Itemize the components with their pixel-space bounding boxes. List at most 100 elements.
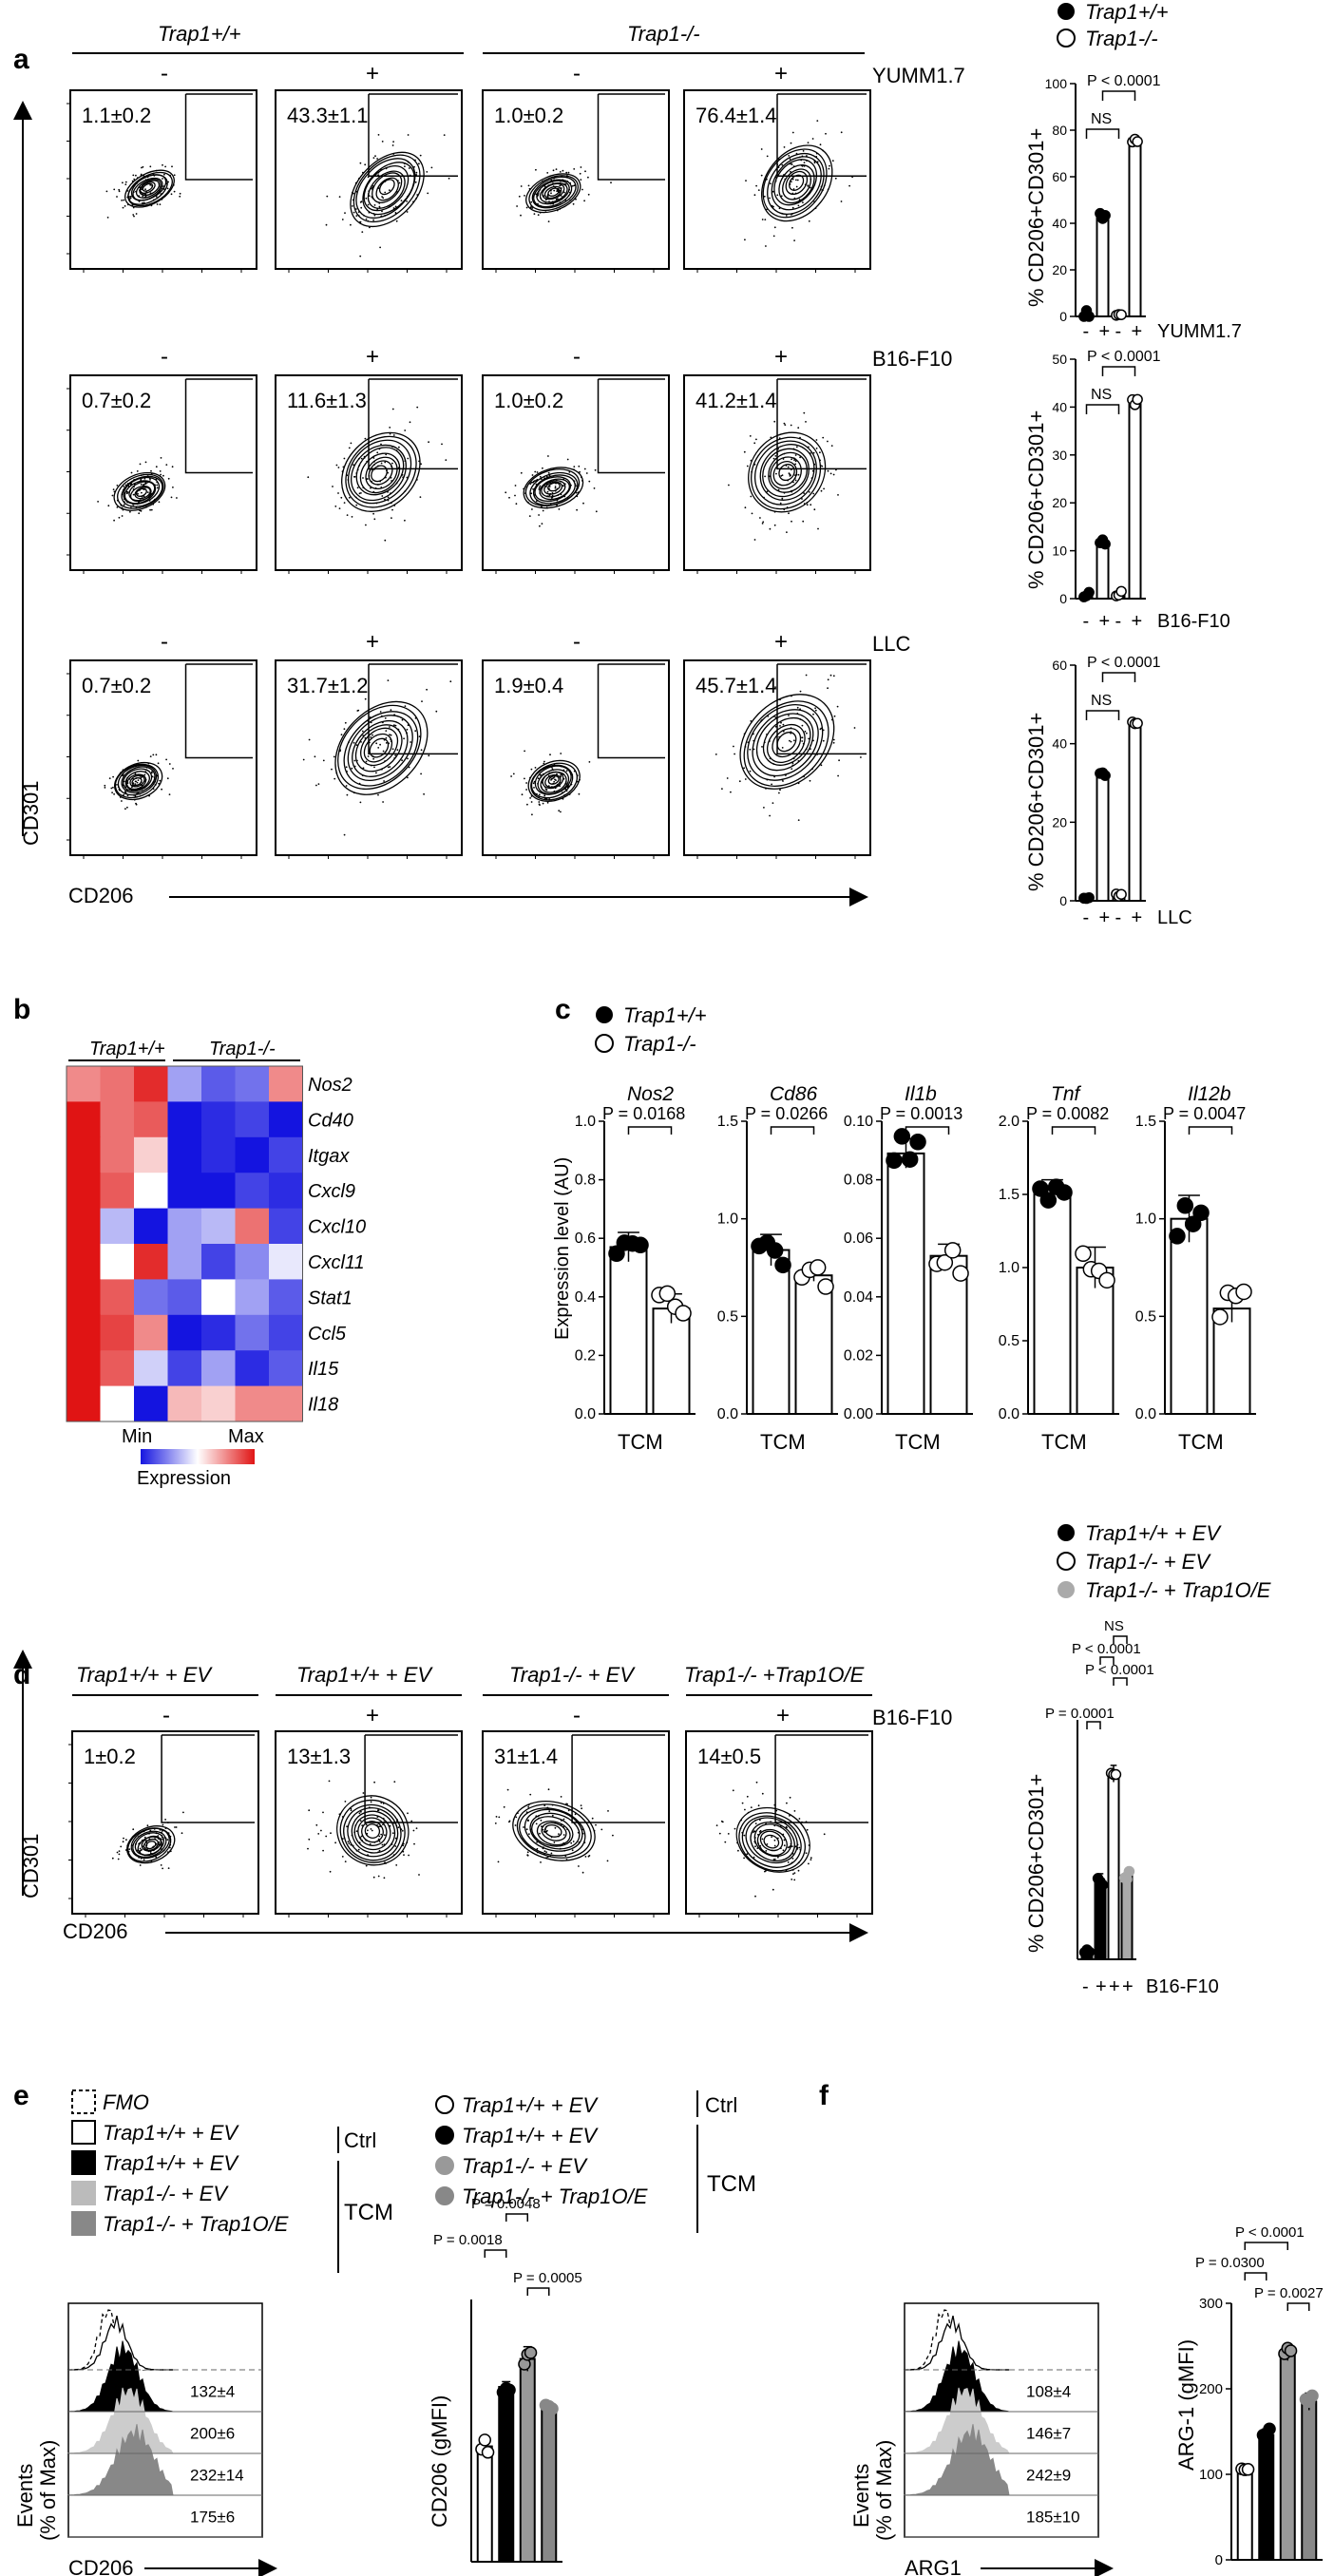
event-dot bbox=[805, 1821, 808, 1823]
event-dot bbox=[576, 491, 578, 494]
density-contour bbox=[782, 168, 812, 200]
event-dot bbox=[376, 451, 379, 454]
y-tick-label: 2.0 bbox=[999, 1114, 1020, 1130]
event-dot bbox=[812, 713, 814, 716]
data-point bbox=[1032, 1180, 1049, 1197]
histogram-trace bbox=[904, 2340, 1010, 2413]
density-contour bbox=[129, 485, 152, 503]
event-dot bbox=[715, 1824, 718, 1826]
event-dot bbox=[362, 477, 364, 479]
heatmap-cell bbox=[67, 1350, 101, 1387]
event-dot bbox=[533, 213, 536, 216]
event-dot bbox=[548, 1810, 551, 1812]
event-dot bbox=[322, 1811, 324, 1814]
event-dot bbox=[738, 780, 741, 783]
y-tick-label: 20 bbox=[1052, 495, 1067, 510]
condition-label: B16-F10 bbox=[872, 1706, 952, 1729]
event-dot bbox=[815, 448, 818, 449]
significance-bracket bbox=[905, 1126, 950, 1135]
event-dot bbox=[396, 749, 399, 752]
event-dot bbox=[808, 219, 810, 222]
event-dot bbox=[379, 246, 381, 249]
event-dot bbox=[746, 1795, 749, 1798]
significance-bracket bbox=[1113, 1677, 1128, 1686]
quadrant-gate bbox=[368, 94, 458, 177]
bar bbox=[1033, 1189, 1072, 1415]
x-category-label: + bbox=[1099, 611, 1111, 632]
panel-a-label: a bbox=[13, 44, 29, 75]
event-dot bbox=[136, 470, 139, 472]
data-point bbox=[478, 2433, 491, 2447]
event-dot bbox=[367, 203, 370, 206]
event-dot bbox=[401, 718, 404, 721]
density-contour bbox=[523, 467, 584, 509]
event-dot bbox=[788, 715, 790, 716]
event-dot bbox=[820, 489, 823, 492]
event-dot bbox=[353, 741, 355, 744]
tcm-label: TCM bbox=[707, 2171, 756, 2197]
y-tick-label: 0.0 bbox=[1135, 1406, 1156, 1422]
significance-bracket bbox=[1188, 1126, 1233, 1135]
data-point bbox=[901, 1151, 919, 1168]
event-dot bbox=[112, 488, 115, 490]
event-dot bbox=[392, 1822, 395, 1824]
event-dot bbox=[359, 220, 362, 223]
data-point bbox=[774, 1256, 791, 1274]
density-contour bbox=[363, 733, 393, 763]
p-value-label: P = 0.0047 bbox=[1163, 1104, 1246, 1123]
event-dot bbox=[812, 451, 815, 454]
event-dot bbox=[743, 767, 745, 770]
condition-label: YUMM1.7 bbox=[872, 64, 965, 87]
event-dot bbox=[121, 800, 123, 802]
density-contour bbox=[368, 460, 393, 486]
condition-header: Trap1-/- + EV bbox=[509, 1663, 636, 1687]
legend-label: Trap1+/+ + EV bbox=[462, 2093, 599, 2117]
density-contour bbox=[530, 764, 574, 799]
heatmap-cell bbox=[269, 1173, 303, 1210]
event-dot bbox=[776, 453, 779, 455]
event-dot bbox=[791, 1879, 793, 1880]
event-dot bbox=[129, 197, 132, 200]
x-axis-label: TCM bbox=[760, 1430, 806, 1454]
event-dot bbox=[530, 200, 533, 203]
percentage-label: 0.7±0.2 bbox=[82, 389, 151, 412]
quadrant-gate bbox=[597, 94, 665, 181]
event-dot bbox=[570, 1841, 573, 1844]
event-dot bbox=[780, 195, 783, 198]
x-category-label: + bbox=[1109, 1976, 1120, 1997]
legend-swatch bbox=[71, 2150, 96, 2175]
event-dot bbox=[771, 1836, 772, 1838]
percentage-label: 0.7±0.2 bbox=[82, 674, 151, 697]
event-dot bbox=[528, 515, 531, 517]
quadrant-gate bbox=[597, 379, 665, 474]
percentage-label: 45.7±1.4 bbox=[696, 674, 776, 697]
density-contour bbox=[364, 1823, 381, 1839]
event-dot bbox=[520, 214, 522, 217]
event-dot bbox=[175, 1826, 178, 1828]
data-point bbox=[1083, 891, 1095, 904]
event-dot bbox=[356, 487, 359, 489]
event-dot bbox=[107, 505, 110, 507]
event-dot bbox=[384, 461, 387, 464]
density-contour bbox=[772, 461, 798, 487]
event-dot bbox=[104, 784, 106, 787]
event-dot bbox=[529, 1793, 532, 1796]
event-dot bbox=[827, 469, 829, 472]
density-contour bbox=[141, 1835, 162, 1852]
event-dot bbox=[404, 519, 406, 522]
event-dot bbox=[516, 205, 518, 207]
plot-frame bbox=[482, 374, 670, 571]
event-dot bbox=[799, 690, 802, 693]
event-dot bbox=[833, 715, 836, 717]
event-dot bbox=[378, 205, 381, 208]
event-dot bbox=[362, 767, 365, 770]
heatmap-scale-min: Min bbox=[122, 1426, 152, 1447]
bar bbox=[1096, 214, 1110, 317]
event-dot bbox=[370, 1796, 372, 1799]
significance-bracket bbox=[1099, 1656, 1115, 1665]
quadrant-gate bbox=[597, 664, 665, 759]
density-contour bbox=[536, 180, 570, 205]
event-dot bbox=[367, 478, 369, 480]
event-dot bbox=[558, 810, 561, 812]
event-dot bbox=[360, 457, 363, 460]
